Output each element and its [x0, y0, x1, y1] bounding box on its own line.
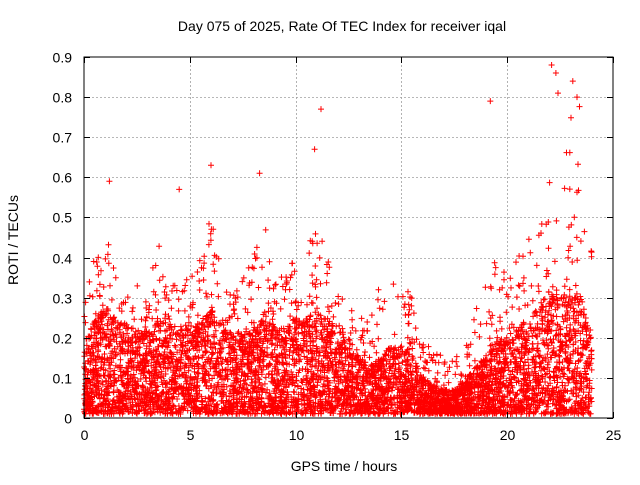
x-tick-label: 15	[394, 427, 410, 443]
x-tick-label: 5	[187, 427, 195, 443]
x-tick-label: 25	[606, 427, 622, 443]
axis-ticks	[84, 57, 614, 419]
y-tick-label: 0.1	[53, 371, 73, 387]
y-tick-label: 0.6	[53, 170, 73, 186]
y-tick-label: 0	[64, 411, 72, 427]
x-axis-label: GPS time / hours	[291, 458, 398, 474]
x-tick-label: 10	[289, 427, 305, 443]
y-tick-label: 0.3	[53, 291, 73, 307]
y-tick-label: 0.2	[53, 331, 73, 347]
roti-point-markers	[81, 62, 595, 417]
y-tick-labels: 0 0.1 0.2 0.3 0.4 0.5 0.6 0.7 0.8 0.9	[53, 50, 73, 427]
x-tick-label: 0	[81, 427, 89, 443]
x-tick-label: 20	[500, 427, 516, 443]
y-tick-label: 0.4	[53, 251, 73, 267]
y-tick-label: 0.9	[53, 50, 73, 66]
y-axis-label: ROTI / TECUs	[5, 195, 21, 285]
chart-title: Day 075 of 2025, Rate Of TEC Index for r…	[178, 18, 506, 34]
y-tick-label: 0.8	[53, 90, 73, 106]
data-points	[81, 62, 595, 417]
x-tick-labels: 0 5 10 15 20 25	[81, 427, 622, 443]
plot-frame	[83, 56, 614, 419]
y-tick-label: 0.7	[53, 130, 73, 146]
y-tick-label: 0.5	[53, 210, 73, 226]
